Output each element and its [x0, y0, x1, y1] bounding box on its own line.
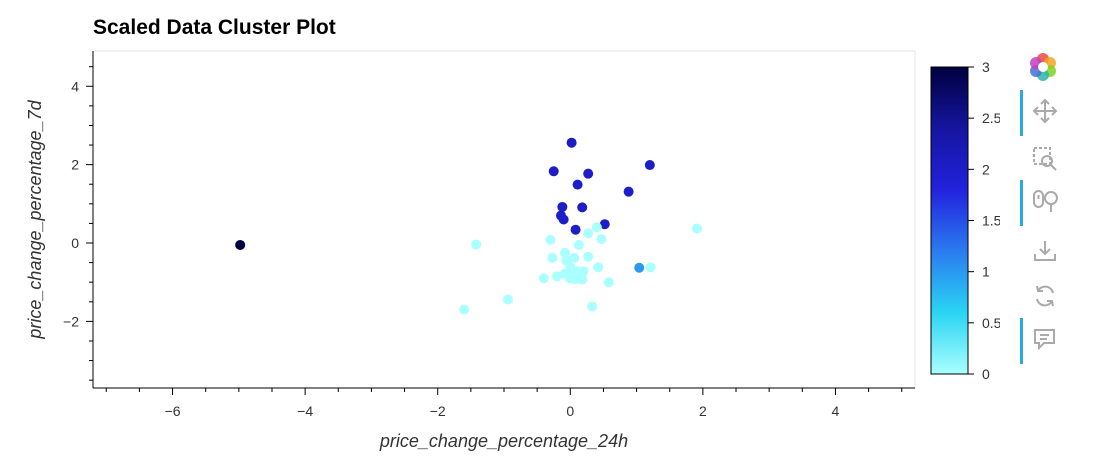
data-point[interactable] — [587, 301, 598, 312]
bokeh-logo[interactable] — [1020, 50, 1070, 90]
data-point[interactable] — [596, 234, 607, 245]
data-point[interactable] — [572, 179, 583, 190]
toolbar — [1020, 50, 1070, 370]
y-tick-label: 4 — [71, 78, 79, 94]
data-point[interactable] — [459, 304, 470, 315]
data-point[interactable] — [502, 294, 513, 305]
data-point[interactable] — [570, 224, 581, 235]
reset-tool[interactable] — [1020, 275, 1070, 315]
data-point[interactable] — [583, 251, 594, 262]
colorbar-tick-label: 2 — [982, 161, 990, 177]
data-point[interactable] — [591, 222, 602, 233]
y-axis-label: price_change_percentage_7d — [25, 99, 45, 339]
plot-area[interactable] — [92, 50, 916, 389]
hover-tool-active-indicator — [1020, 318, 1023, 364]
chart-title: Scaled Data Cluster Plot — [93, 16, 336, 39]
data-point[interactable] — [634, 262, 645, 273]
data-point[interactable] — [603, 277, 614, 288]
data-point[interactable] — [644, 160, 655, 171]
data-point[interactable] — [645, 262, 656, 273]
data-point[interactable] — [235, 239, 246, 250]
box-zoom-tool[interactable] — [1020, 138, 1070, 178]
colorbar — [930, 66, 969, 375]
x-tick-label: 4 — [832, 403, 840, 419]
bokeh-logo-icon — [1030, 53, 1056, 81]
hover-tool[interactable] — [1020, 318, 1070, 364]
data-point[interactable] — [558, 214, 569, 225]
y-tick-label: 2 — [71, 157, 79, 173]
data-point[interactable] — [471, 239, 482, 250]
data-point[interactable] — [559, 247, 570, 258]
y-tick-label: −2 — [63, 313, 79, 329]
wheel-zoom-icon — [1033, 190, 1058, 212]
pan-icon — [1032, 98, 1058, 124]
x-tick-label: −6 — [165, 403, 181, 419]
wheel-zoom-tool[interactable] — [1020, 180, 1070, 226]
save-tool[interactable] — [1020, 230, 1070, 270]
data-point[interactable] — [583, 168, 594, 179]
data-point[interactable] — [547, 252, 558, 263]
data-point[interactable] — [552, 271, 563, 282]
data-point[interactable] — [566, 137, 577, 148]
wheel-zoom-tool-active-indicator — [1020, 180, 1023, 226]
y-tick-label: 0 — [71, 235, 79, 251]
colorbar-tick-label: 2.5 — [982, 110, 1000, 126]
save-icon — [1034, 241, 1056, 261]
data-point[interactable] — [545, 234, 556, 245]
scatter-chart[interactable]: −6 −4 −2 0 2 4 −2 0 2 4 price_change_percentage_… — [0, 0, 1000, 476]
pan-tool-active-indicator — [1020, 90, 1023, 136]
colorbar-tick-label: 3 — [982, 59, 990, 75]
data-point[interactable] — [577, 202, 588, 213]
x-tick-label: 0 — [566, 403, 574, 419]
pan-tool[interactable] — [1020, 90, 1070, 136]
data-point[interactable] — [583, 228, 594, 239]
colorbar-tick-label: 1 — [982, 264, 990, 280]
colorbar-tick-label: 0.5 — [982, 315, 1000, 331]
data-point[interactable] — [548, 166, 559, 177]
x-tick-label: −4 — [297, 403, 313, 419]
data-point[interactable] — [538, 273, 549, 284]
hover-icon — [1034, 329, 1055, 351]
data-point[interactable] — [557, 201, 568, 212]
x-axis-label: price_change_percentage_24h — [379, 431, 628, 451]
data-point[interactable] — [599, 219, 610, 230]
data-point[interactable] — [577, 274, 588, 285]
colorbar-tick-label: 1.5 — [982, 213, 1000, 229]
data-point[interactable] — [593, 262, 604, 273]
x-tick-label: −2 — [430, 403, 446, 419]
colorbar-tick-label: 0 — [982, 366, 990, 382]
data-point[interactable] — [623, 186, 634, 197]
box-zoom-icon — [1033, 147, 1057, 171]
data-point[interactable] — [691, 223, 702, 234]
reset-icon — [1036, 285, 1054, 307]
data-point[interactable] — [573, 239, 584, 250]
x-tick-label: 2 — [699, 403, 707, 419]
data-point[interactable] — [569, 252, 580, 263]
